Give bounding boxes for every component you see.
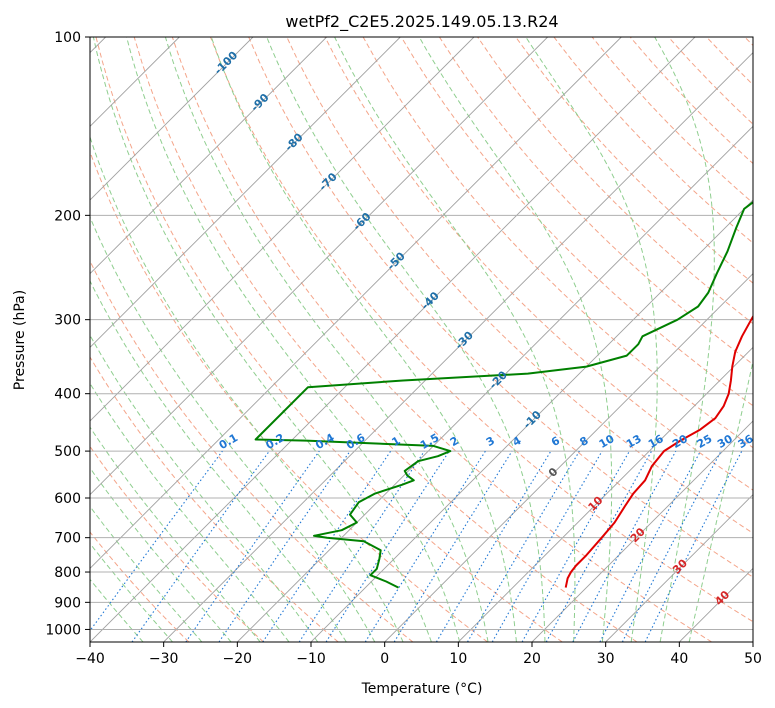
moist-adiabat	[90, 426, 261, 642]
x-tick-label: 40	[670, 651, 688, 667]
mixing-ratio-line	[262, 450, 392, 642]
mixing-ratio-label: 36	[736, 432, 756, 451]
moist-adiabat	[654, 37, 715, 642]
isotherm	[458, 346, 753, 642]
plot-area	[90, 37, 753, 642]
x-tick-label: 30	[597, 651, 615, 667]
x-tick-label: 0	[380, 651, 389, 667]
dry-adiabat	[90, 445, 264, 642]
y-tick-label: 400	[54, 387, 81, 403]
mixing-ratio-line	[644, 450, 743, 642]
x-tick-label: −20	[223, 651, 253, 667]
y-tick-label: 600	[54, 491, 81, 507]
mixing-ratio-line	[393, 450, 513, 642]
isotherm	[163, 52, 753, 642]
isotherm	[90, 37, 548, 496]
moist-adiabat	[90, 382, 290, 642]
mixing-ratio-line	[218, 450, 351, 642]
isotherm	[605, 494, 753, 642]
isotherm	[90, 37, 254, 201]
moist-adiabat	[90, 467, 232, 642]
dry-adiabat	[90, 356, 339, 642]
isotherm	[90, 37, 622, 569]
x-tick-label: 10	[449, 651, 467, 667]
y-tick-label: 500	[54, 444, 81, 460]
y-tick-label: 700	[54, 531, 81, 547]
y-tick-label: 200	[54, 208, 81, 224]
dry-adiabat	[438, 37, 753, 366]
moist-adiabat	[210, 37, 517, 642]
moist-adiabat	[164, 37, 489, 642]
moist-adiabat	[334, 37, 576, 642]
dewpoint-line	[254, 201, 753, 589]
background-lines	[90, 37, 753, 642]
isotherm	[237, 125, 753, 642]
x-axis: −40 −30 −20 −10 0 10 20 30 40 50	[75, 642, 762, 667]
chart-title: wetPf2_C2E5.2025.149.05.13.R24	[285, 12, 558, 32]
mixing-ratio-line	[298, 450, 425, 642]
moist-adiabat	[418, 37, 613, 642]
isotherm	[90, 37, 401, 348]
y-axis-title: Pressure (hPa)	[12, 290, 28, 390]
dry-adiabat	[400, 37, 753, 407]
y-axis: 100 200 300 400 500 600 700 800 900 1000	[45, 30, 90, 638]
dry-adiabat	[171, 37, 712, 642]
moist-adiabat	[90, 215, 376, 642]
mixing-ratio-line	[185, 450, 320, 642]
moist-adiabat	[266, 37, 546, 642]
isotherm	[90, 37, 475, 422]
mixing-ratio-line	[521, 450, 630, 642]
isotherm	[310, 199, 753, 642]
moist-adiabat	[525, 37, 658, 642]
moist-adiabat	[688, 358, 753, 642]
isotherm	[90, 37, 696, 642]
y-tick-label: 100	[54, 30, 81, 46]
x-tick-label: −30	[149, 651, 179, 667]
mixing-ratio-line	[545, 450, 653, 642]
dry-adiabat	[90, 150, 488, 642]
dry-adiabat	[324, 37, 753, 491]
mixing-ratio-line	[325, 450, 450, 642]
x-tick-label: 20	[523, 651, 541, 667]
dry-adiabat	[90, 531, 190, 642]
x-tick-label: 50	[744, 651, 762, 667]
x-tick-label: −10	[296, 651, 326, 667]
dry-adiabat	[210, 37, 753, 623]
y-tick-label: 1000	[45, 622, 81, 638]
y-tick-label: 900	[54, 595, 81, 611]
dry-adiabat	[248, 37, 753, 578]
plot-frame	[89, 36, 754, 643]
mixing-ratio-line	[90, 450, 223, 632]
dry-adiabat	[515, 37, 753, 284]
sounding-series	[254, 201, 753, 589]
mixing-ratio-line	[131, 450, 270, 642]
isotherm	[90, 37, 327, 275]
dry-adiabat	[95, 37, 563, 642]
isotherm	[384, 273, 753, 642]
temperature-line	[564, 314, 753, 588]
mixing-ratio-line	[572, 450, 677, 642]
moist-adiabat	[90, 334, 319, 642]
x-tick-label: −40	[75, 651, 105, 667]
x-axis-title: Temperature (°C)	[361, 681, 483, 697]
moist-adiabat	[92, 37, 432, 642]
moist-adiabat	[126, 37, 461, 642]
y-tick-label: 800	[54, 565, 81, 581]
dry-adiabat	[133, 37, 638, 642]
isotherm	[531, 420, 753, 642]
y-tick-label: 300	[54, 313, 81, 329]
moist-adiabat	[90, 135, 404, 642]
